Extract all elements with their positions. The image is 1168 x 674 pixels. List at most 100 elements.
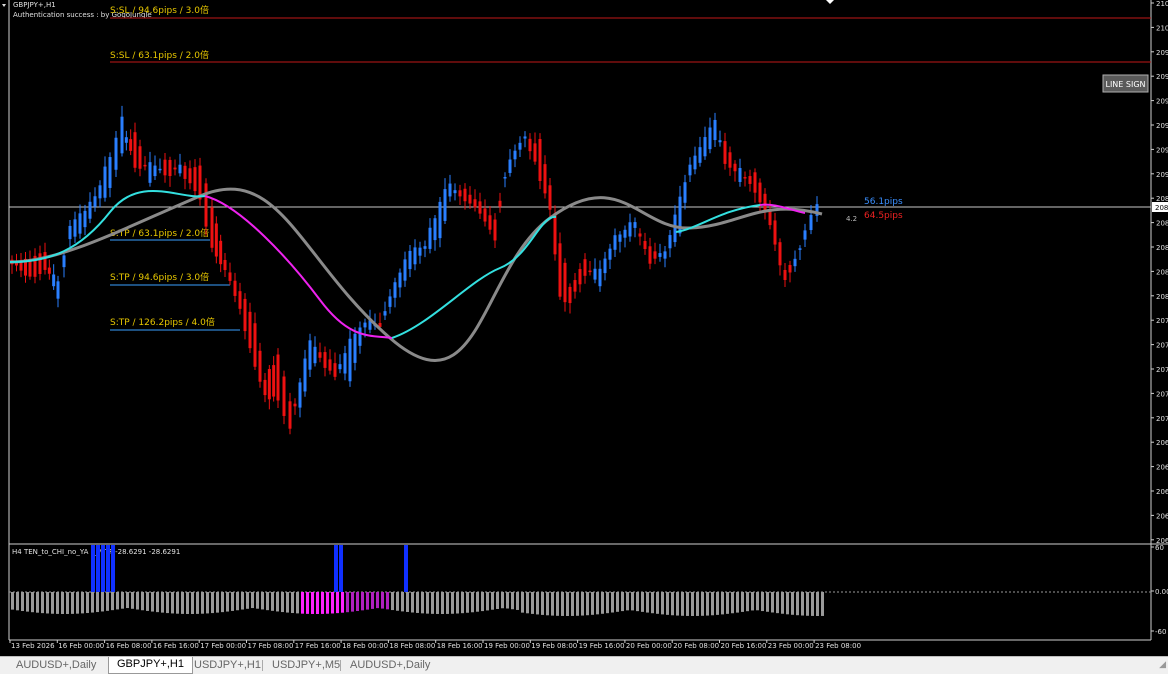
candle-body — [163, 159, 167, 176]
candle-body — [468, 194, 472, 204]
histogram-bar — [341, 592, 344, 613]
candle-body — [713, 119, 717, 141]
histogram-bar — [411, 592, 414, 613]
candle-body — [293, 403, 297, 407]
histogram-bar — [271, 592, 274, 611]
candle-body — [708, 127, 712, 150]
price-tick-label: 210 — [1156, 0, 1168, 8]
histogram-bar — [376, 592, 379, 609]
histogram-bar — [691, 592, 694, 616]
histogram-bar — [551, 592, 554, 616]
histogram-bar — [816, 592, 819, 616]
histogram-bar — [256, 592, 259, 609]
histogram-bar — [371, 592, 374, 609]
candle-body — [718, 140, 722, 143]
histogram-bar — [161, 592, 164, 613]
candle-body — [533, 143, 537, 162]
chart-tab[interactable]: USDJPY+,M5 — [272, 659, 341, 671]
chevron-down-icon[interactable] — [2, 4, 6, 7]
histogram-bar — [716, 592, 719, 615]
histogram-bar — [636, 592, 639, 612]
price-axis[interactable]: 2102102092092092092092092082082082082082… — [1151, 0, 1168, 545]
histogram-bar — [276, 592, 279, 612]
candle-body — [478, 201, 482, 214]
candle-body — [558, 243, 562, 297]
candle-body — [288, 401, 292, 429]
signal-bar — [404, 545, 408, 592]
chart-tab[interactable]: AUDUSD+,Daily — [350, 659, 431, 671]
candle-body — [809, 214, 813, 231]
price-tick-label: 207 — [1156, 415, 1168, 423]
candle-body — [598, 268, 602, 287]
histogram-bar — [106, 592, 109, 611]
candle-body — [488, 215, 492, 230]
histogram-bar — [496, 592, 499, 609]
time-tick-label: 20 Feb 16:00 — [721, 642, 767, 650]
histogram-bar — [91, 592, 94, 613]
histogram-bar — [611, 592, 614, 613]
histogram-bar — [761, 592, 764, 612]
time-axis[interactable]: 13 Feb 2026 16 Feb 00:00 16 Feb 08:00 16 Fe… — [9, 640, 861, 650]
histogram-bar — [156, 592, 159, 613]
candle-body — [508, 159, 512, 173]
candle-body — [383, 311, 387, 316]
candle-body — [253, 323, 257, 367]
candle-body — [233, 280, 237, 296]
histogram-bar — [651, 592, 654, 614]
histogram-bar — [86, 592, 89, 614]
candle-body — [198, 165, 202, 200]
histogram-bar — [521, 592, 524, 613]
candle-body — [578, 269, 582, 285]
candle-body — [358, 327, 362, 346]
price-tick-label: 208 — [1156, 293, 1168, 301]
signal-bar — [101, 545, 105, 592]
indicator-tick-label: 60 — [1155, 544, 1164, 552]
candle-body — [728, 152, 732, 168]
candle-body — [463, 188, 467, 202]
chart-tab[interactable]: GBPJPY+,H1 — [108, 657, 193, 674]
candle-body — [408, 250, 412, 270]
price-tick-label: 209 — [1156, 98, 1168, 106]
histogram-bar — [751, 592, 754, 611]
histogram-bar — [21, 592, 24, 612]
line-sign-button[interactable]: LINE SIGN — [1102, 74, 1149, 93]
candle-body — [47, 267, 51, 274]
main-chart[interactable]: GBPJPY+,H1 Authentication success : by G… — [0, 0, 1168, 656]
candle-body — [219, 240, 223, 265]
signal-bar — [111, 545, 115, 592]
histogram-bar — [801, 592, 804, 616]
candle-body — [338, 364, 342, 370]
histogram-bar — [441, 592, 444, 614]
histogram-bar — [606, 592, 609, 614]
price-tick-label: 206 — [1156, 439, 1168, 447]
time-tick-label: 13 Feb 2026 — [11, 642, 55, 650]
candle-body — [623, 229, 627, 238]
resize-grip-icon[interactable]: ◢ — [1159, 659, 1166, 669]
tab-separator — [262, 660, 263, 671]
chart-tab[interactable]: USDJPY+,H1 — [194, 659, 261, 671]
histogram-bar — [681, 592, 684, 616]
candle-body — [133, 132, 137, 168]
candle-body — [98, 185, 102, 199]
candle-body — [673, 214, 677, 243]
histogram-bar — [486, 592, 489, 611]
symbol-title: GBPJPY+,H1 — [13, 1, 56, 9]
sl-label-2x: S:SL / 63.1pips / 2.0倍 — [110, 49, 209, 61]
histogram-bar — [456, 592, 459, 614]
histogram-bar — [186, 592, 189, 614]
small-value-label: 4.2 — [846, 215, 857, 223]
histogram-bar — [136, 592, 139, 610]
histogram-bar — [261, 592, 264, 610]
histogram-bar — [796, 592, 799, 616]
candle-body — [493, 219, 497, 241]
histogram-bar — [226, 592, 229, 612]
histogram-bar — [346, 592, 349, 613]
candle-body — [563, 262, 567, 303]
time-tick-label: 18 Feb 16:00 — [437, 642, 483, 650]
chart-tab[interactable]: AUDUSD+,Daily — [16, 659, 97, 671]
candle-body — [24, 258, 27, 276]
histogram-bar — [631, 592, 634, 611]
histogram-bar — [661, 592, 664, 615]
histogram-bar — [266, 592, 269, 611]
candle-body — [363, 322, 367, 328]
